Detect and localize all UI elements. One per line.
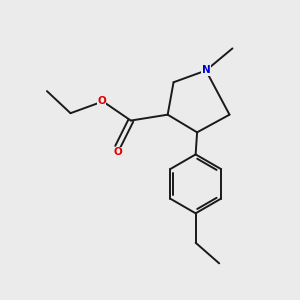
Text: O: O: [113, 147, 122, 158]
Text: O: O: [97, 96, 106, 106]
Text: N: N: [202, 65, 210, 76]
